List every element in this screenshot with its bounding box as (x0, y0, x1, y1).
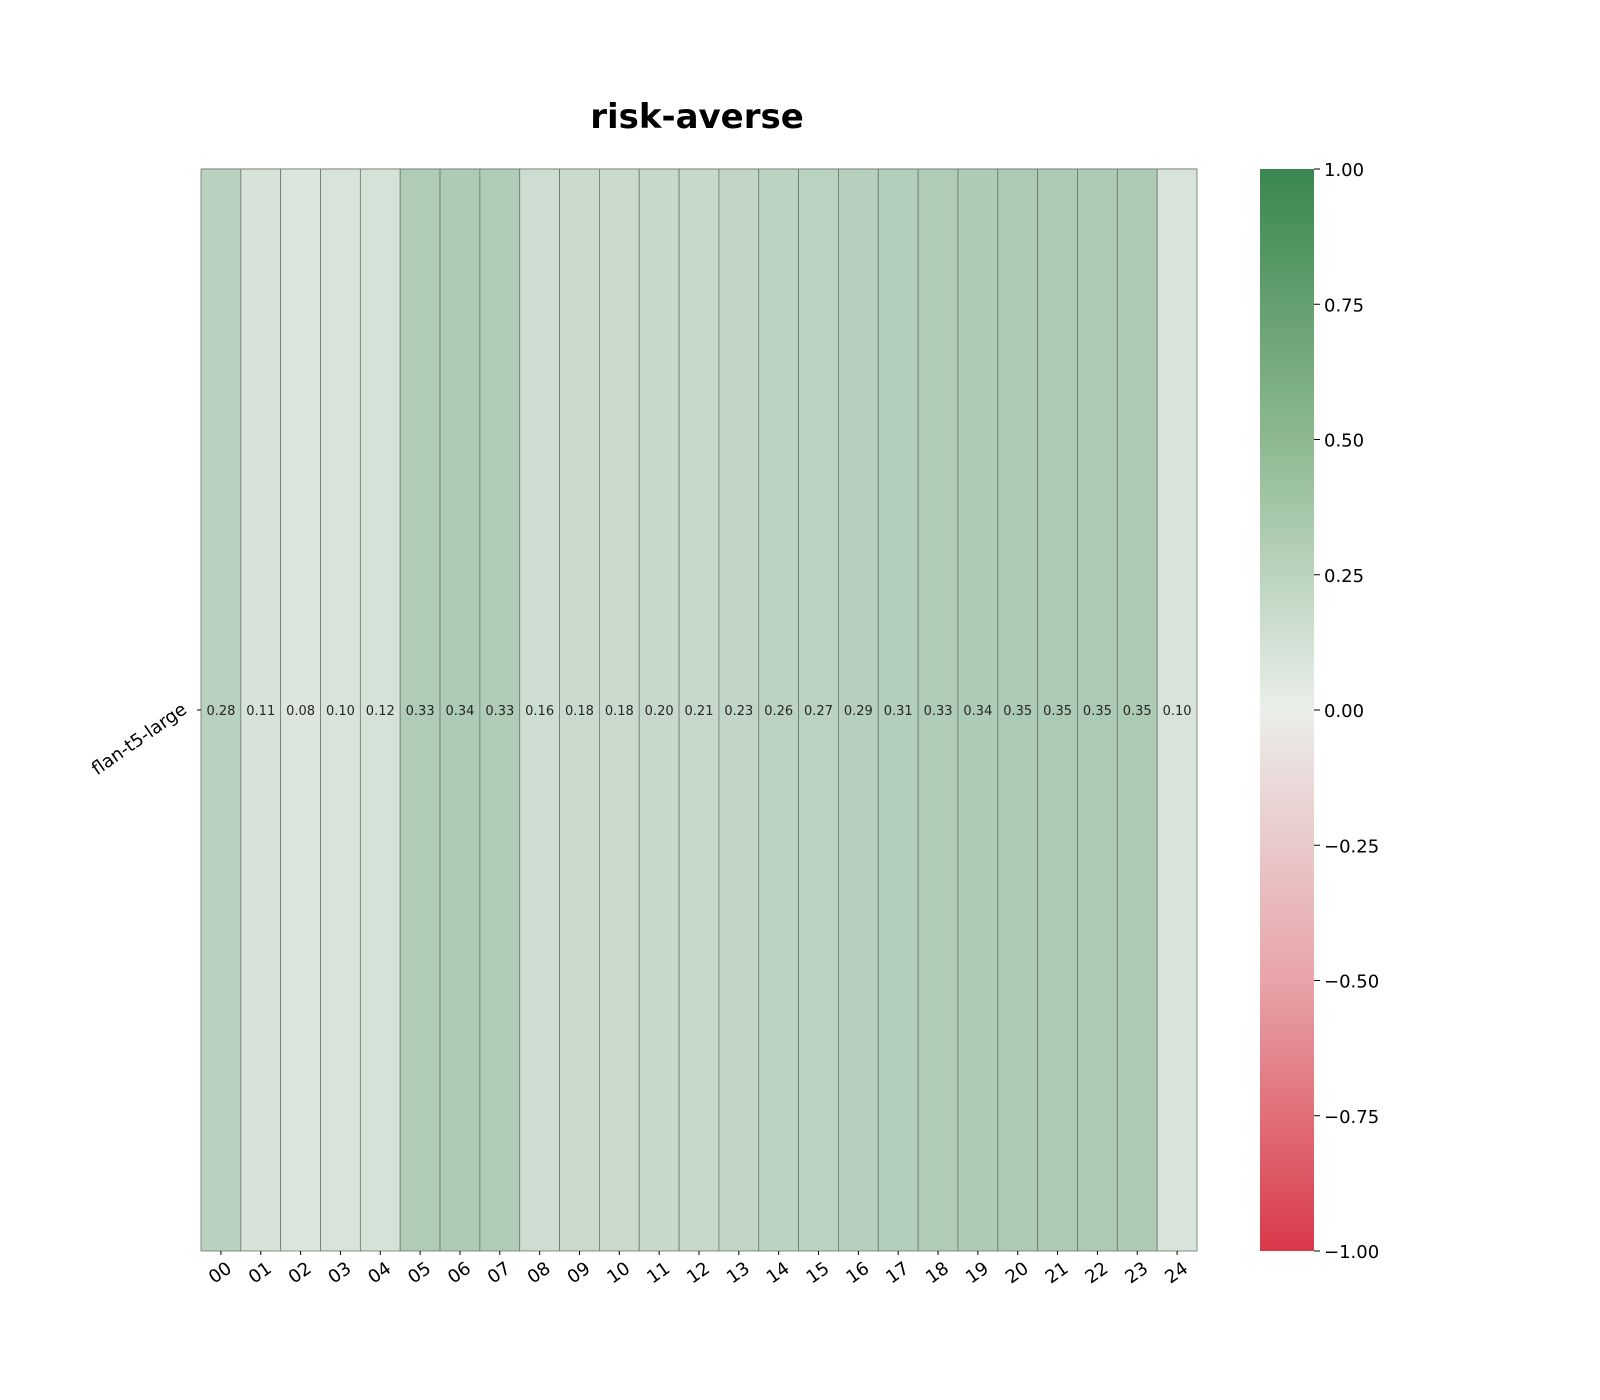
colorbar-tick-label: −1.00 (1324, 1242, 1379, 1263)
colorbar-tick-label: −0.50 (1324, 972, 1379, 993)
heatmap-cell (1156, 168, 1198, 1252)
x-tick-label: 03 (324, 1258, 355, 1288)
cell-value-label: 0.34 (963, 704, 992, 719)
heatmap-cell (718, 168, 760, 1252)
x-tick-label: 15 (803, 1258, 834, 1288)
y-axis-ticks: flan-t5-large (88, 699, 201, 780)
cell-value-label: 0.35 (1003, 704, 1032, 719)
x-tick-label: 12 (683, 1258, 714, 1288)
cell-value-label: 0.23 (724, 704, 753, 719)
colorbar (1260, 169, 1314, 1251)
heatmap-cell (399, 168, 441, 1252)
cell-value-label: 0.31 (884, 704, 913, 719)
cell-value-label: 0.10 (1163, 704, 1192, 719)
colorbar-tick-label: 0.75 (1324, 295, 1364, 316)
x-tick-label: 09 (564, 1258, 595, 1288)
heatmap-cell (479, 168, 521, 1252)
cell-value-label: 0.27 (804, 704, 833, 719)
x-tick-label: 23 (1121, 1258, 1152, 1288)
colorbar-tick-label: 0.50 (1324, 431, 1364, 452)
heatmap-cell (559, 168, 600, 1252)
x-tick-label: 10 (603, 1258, 634, 1288)
cell-value-label: 0.34 (445, 704, 474, 719)
colorbar-tick-label: −0.25 (1324, 836, 1379, 857)
colorbar-tick-label: −0.75 (1324, 1107, 1379, 1128)
cell-value-label: 0.35 (1083, 704, 1112, 719)
cell-value-label: 0.16 (525, 704, 554, 719)
x-tick-label: 02 (285, 1258, 316, 1288)
cell-value-label: 0.26 (764, 704, 793, 719)
x-tick-label: 11 (643, 1258, 674, 1288)
cell-value-label: 0.35 (1123, 704, 1152, 719)
cell-value-label: 0.33 (485, 704, 514, 719)
heatmap-cell (519, 168, 560, 1252)
cell-value-label: 0.33 (924, 704, 953, 719)
x-tick-label: 20 (1002, 1258, 1033, 1288)
x-tick-label: 05 (404, 1258, 435, 1288)
x-tick-label: 01 (245, 1258, 276, 1288)
heatmap-cell (1077, 168, 1118, 1252)
heatmap-cell (1037, 168, 1078, 1252)
heatmap-cell (758, 168, 800, 1252)
x-tick-label: 19 (962, 1258, 993, 1288)
x-tick-label: 08 (524, 1258, 555, 1288)
colorbar-gradient (1260, 169, 1314, 1251)
colorbar-tick-label: 1.00 (1324, 160, 1364, 181)
cell-value-label: 0.08 (286, 704, 315, 719)
chart-title: risk-averse (590, 97, 804, 137)
x-tick-label: 18 (922, 1258, 953, 1288)
heatmap-cell (638, 168, 680, 1252)
x-tick-label: 16 (842, 1258, 873, 1288)
x-tick-label: 00 (205, 1258, 236, 1288)
heatmap-cell (678, 168, 720, 1252)
cell-value-label: 0.29 (844, 704, 873, 719)
x-tick-label: 14 (763, 1258, 794, 1288)
cell-value-label: 0.33 (406, 704, 435, 719)
x-tick-label: 17 (882, 1258, 913, 1288)
cell-value-label: 0.21 (685, 704, 714, 719)
colorbar-ticks: 1.00 0.75 0.50 0.25 0.00 −0.25 −0.50 −0.75 −1.00 (1314, 160, 1379, 1263)
heatmap-cells (200, 168, 1198, 1252)
heatmap-cell (599, 168, 640, 1252)
cell-value-label: 0.20 (645, 704, 674, 719)
x-tick-label: 13 (723, 1258, 754, 1288)
x-tick-label: 06 (444, 1258, 475, 1288)
cell-value-label: 0.12 (366, 704, 395, 719)
heatmap-cell (917, 168, 959, 1252)
cell-value-label: 0.18 (605, 704, 634, 719)
x-tick-label: 22 (1081, 1258, 1112, 1288)
cell-value-label: 0.28 (206, 704, 235, 719)
x-tick-label: 21 (1042, 1258, 1073, 1288)
x-tick-label: 07 (484, 1258, 515, 1288)
heatmap-cell (877, 168, 919, 1252)
cell-value-label: 0.11 (246, 704, 275, 719)
y-tick-label: flan-t5-large (88, 699, 191, 780)
cell-value-label: 0.10 (326, 704, 355, 719)
colorbar-tick-label: 0.25 (1324, 566, 1364, 587)
heatmap-cell-labels: 0.28 0.11 0.08 0.10 0.12 0.33 0.34 0.33 0.16 0.18… (206, 704, 1191, 719)
x-tick-label: 04 (364, 1258, 395, 1288)
cell-value-label: 0.35 (1043, 704, 1072, 719)
heatmap-cell (240, 168, 282, 1252)
x-axis-ticks: 00 01 02 03 04 05 06 07 08 09 10 11 12 13 14 15 16 17 18 19… (205, 1251, 1192, 1288)
colorbar-tick-label: 0.00 (1324, 701, 1364, 722)
x-tick-label: 24 (1161, 1258, 1192, 1288)
heatmap-cell (1116, 168, 1158, 1252)
cell-value-label: 0.18 (565, 704, 594, 719)
